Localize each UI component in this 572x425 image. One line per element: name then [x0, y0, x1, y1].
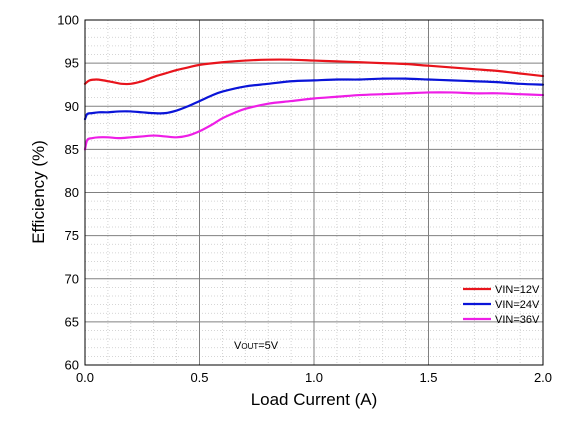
vout-prefix: V	[234, 340, 242, 352]
series-line-vin-12v	[83, 58, 545, 86]
y-tick-label: 60	[65, 358, 79, 373]
legend-label: VIN=24V	[495, 299, 540, 311]
y-tick-labels: 60 65 70 75 80 85 90 95 100	[57, 13, 79, 373]
plot-frame	[84, 19, 544, 366]
vout-annotation: VOUT=5V	[234, 340, 279, 352]
x-axis-title: Load Current (A)	[251, 390, 378, 409]
y-axis-title: Efficiency (%)	[29, 140, 48, 244]
major-grid	[85, 20, 543, 365]
y-tick-label: 75	[65, 228, 79, 243]
vout-subscript: OUT	[241, 342, 258, 351]
legend-label: VIN=12V	[495, 284, 540, 296]
y-tick-label: 80	[65, 185, 79, 200]
series-lines	[83, 58, 545, 151]
legend-label: VIN=36V	[495, 314, 540, 326]
series-line-vin-24v	[83, 77, 545, 121]
legend: VIN=12V VIN=24V VIN=36V	[463, 284, 540, 326]
y-tick-label: 65	[65, 314, 79, 329]
y-tick-label: 70	[65, 271, 79, 286]
x-tick-label: 0.5	[190, 370, 208, 385]
y-tick-label: 100	[57, 13, 79, 28]
x-tick-label: 2.0	[534, 370, 552, 385]
vout-suffix: =5V	[258, 340, 279, 352]
x-tick-label: 0.0	[76, 370, 94, 385]
x-tick-labels: 0.0 0.5 1.0 1.5 2.0	[76, 370, 552, 385]
y-tick-label: 90	[65, 99, 79, 114]
y-tick-label: 95	[65, 56, 79, 71]
x-tick-label: 1.5	[419, 370, 437, 385]
series-line-vin-36v	[83, 91, 545, 151]
x-tick-label: 1.0	[305, 370, 323, 385]
y-tick-label: 85	[65, 142, 79, 157]
